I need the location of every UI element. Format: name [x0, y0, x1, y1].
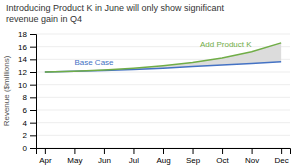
y-tick: 14 — [18, 55, 36, 64]
x-tick-label: Jul — [129, 156, 139, 165]
x-tick: May — [67, 148, 82, 165]
x-tick: Oct — [216, 148, 229, 165]
y-tick-label: 16 — [18, 43, 27, 52]
y-tick-label: 10 — [18, 81, 27, 90]
y-tick-mark — [30, 123, 36, 124]
x-tick-mark — [252, 148, 253, 154]
x-tick: Apr — [39, 148, 52, 165]
y-tick-mark — [30, 59, 36, 60]
grid-line — [36, 97, 290, 98]
x-tick-label: Sep — [186, 156, 201, 165]
grid-line — [36, 34, 290, 35]
x-tick-mark — [163, 148, 164, 154]
y-tick: 12 — [18, 68, 36, 77]
x-tick-mark — [45, 148, 46, 154]
x-tick: Sep — [186, 148, 201, 165]
y-tick-mark — [30, 148, 36, 149]
y-tick-mark — [30, 72, 36, 73]
axis-line — [37, 149, 291, 155]
x-tick-label: Aug — [156, 156, 170, 165]
grid-line — [36, 110, 290, 111]
y-tick-label: 18 — [18, 30, 27, 39]
x-tick-label: Oct — [216, 156, 229, 165]
series-label: Add Product K — [200, 40, 252, 49]
grid-line — [36, 135, 290, 136]
grid-line — [36, 122, 290, 123]
chart: Introducing Product K in June will only … — [0, 0, 300, 168]
y-tick-mark — [30, 135, 36, 136]
y-tick: 4 — [23, 119, 36, 128]
y-tick-mark — [30, 97, 36, 98]
y-tick-mark — [30, 85, 36, 86]
x-tick-label: Nov — [245, 156, 259, 165]
y-tick-mark — [30, 47, 36, 48]
x-tick-mark — [74, 148, 75, 154]
y-tick: 8 — [23, 93, 36, 102]
x-tick-mark — [222, 148, 223, 154]
y-tick-mark — [30, 110, 36, 111]
x-axis: Apr May Jun Jul Aug Sep Oct Nov Dec — [37, 148, 291, 165]
x-tick-mark — [104, 148, 105, 154]
y-tick: 18 — [18, 30, 36, 39]
y-tick-label: 0 — [23, 144, 28, 153]
grid-line — [36, 84, 290, 85]
grid — [36, 34, 290, 148]
x-tick-label: Dec — [275, 156, 289, 165]
x-tick: Jun — [98, 148, 111, 165]
plot: 0 2 4 6 8 10 12 14 16 18 Apr May Jun Jul Aug Sep Oct Nov D… — [18, 30, 290, 165]
title-line: Introducing Product K in June will only … — [6, 3, 225, 13]
series-label: Base Case — [74, 58, 114, 67]
title: Introducing Product K in June will only … — [6, 3, 225, 24]
y-tick-label: 14 — [18, 55, 27, 64]
x-tick: Nov — [245, 148, 259, 165]
y-tick-label: 2 — [23, 131, 28, 140]
x-tick: Aug — [156, 148, 170, 165]
y-tick: 10 — [18, 81, 36, 90]
title-line: revenue gain in Q4 — [6, 14, 82, 24]
axis-line — [30, 35, 37, 149]
y-tick-label: 4 — [23, 119, 28, 128]
y-tick: 2 — [23, 131, 36, 140]
x-tick-label: Apr — [39, 156, 52, 165]
grid-line — [36, 46, 290, 47]
y-tick-mark — [30, 34, 36, 35]
x-tick: Dec — [275, 148, 289, 165]
y-tick-label: 8 — [23, 93, 28, 102]
x-tick-label: Jun — [98, 156, 111, 165]
x-tick-mark — [281, 148, 282, 154]
y-tick-label: 6 — [23, 106, 28, 115]
y-axis: 0 2 4 6 8 10 12 14 16 18 — [18, 30, 36, 153]
y-label: Revenue ($millions) — [2, 55, 11, 126]
x-tick: Jul — [129, 148, 139, 165]
x-tick-mark — [133, 148, 134, 154]
y-tick: 0 — [23, 144, 36, 153]
x-tick-mark — [193, 148, 194, 154]
x-tick-label: May — [67, 156, 82, 165]
y-tick: 6 — [23, 106, 36, 115]
y-tick-label: 12 — [18, 68, 27, 77]
y-tick: 16 — [18, 43, 36, 52]
